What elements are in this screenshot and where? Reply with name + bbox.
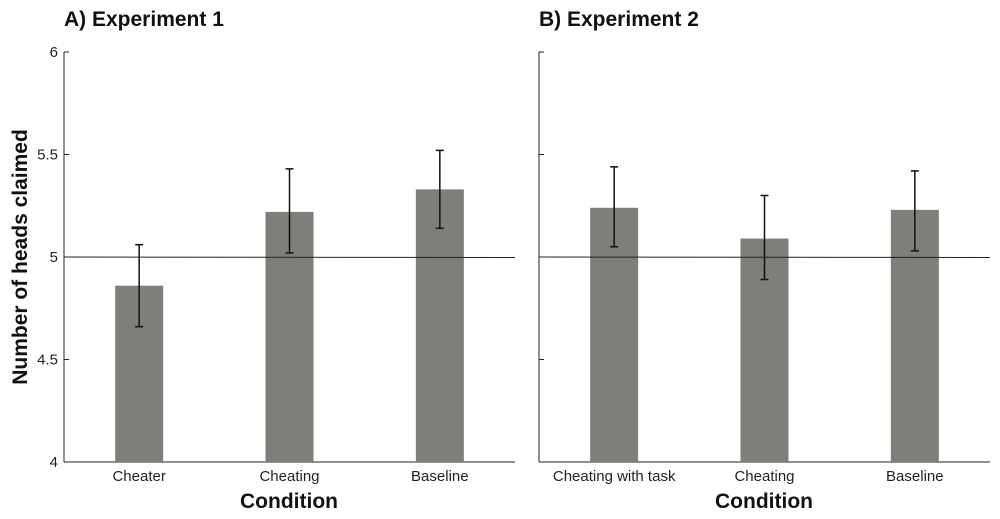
panel-title-experiment-2: B) Experiment 2 bbox=[539, 8, 699, 31]
bar bbox=[890, 209, 939, 462]
x-tick-label: Baseline bbox=[411, 468, 469, 485]
bar bbox=[590, 207, 639, 462]
y-tick-label: 5 bbox=[50, 249, 58, 266]
x-tick-label: Cheating bbox=[259, 468, 319, 485]
bar bbox=[415, 189, 464, 462]
panel-experiment-2: B) Experiment 2 Condition Cheating with … bbox=[538, 8, 991, 513]
x-tick-label: Baseline bbox=[886, 468, 944, 485]
x-tick-label: Cheater bbox=[112, 468, 165, 485]
panel-experiment-1: A) Experiment 1 Condition 4 4.5 5 5.5 6 Cheat… bbox=[37, 8, 516, 513]
panel-title-experiment-1: A) Experiment 1 bbox=[64, 8, 224, 31]
y-tick-label: 5.5 bbox=[37, 147, 58, 164]
y-tick-label: 6 bbox=[50, 44, 58, 61]
y-tick-label: 4.5 bbox=[37, 352, 58, 369]
x-tick-label: Cheating bbox=[734, 468, 794, 485]
y-axis-title: Number of heads claimed bbox=[9, 129, 32, 385]
x-tick-label: Cheating with task bbox=[553, 468, 676, 485]
x-axis-title-experiment-2: Condition bbox=[715, 490, 813, 513]
y-tick-label: 4 bbox=[50, 454, 58, 471]
x-axis-title-experiment-1: Condition bbox=[240, 490, 338, 513]
reference-line bbox=[63, 256, 516, 258]
